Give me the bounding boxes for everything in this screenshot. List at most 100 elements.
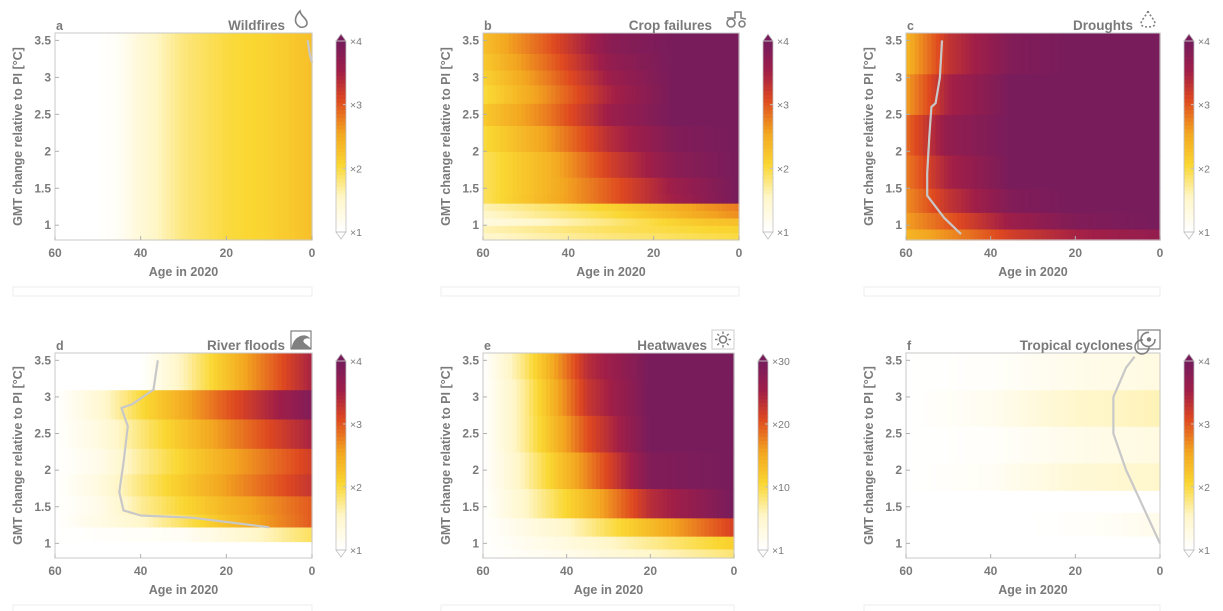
heatmap-cell [256,418,262,449]
colorbar-segment [763,79,773,84]
heatmap-cell [641,548,647,559]
heatmap-cell [525,53,531,71]
heatmap-cell [591,451,597,490]
heatmap-cell [93,495,99,515]
heatmap-cell [500,33,505,54]
heatmap-cell [204,541,210,559]
heatmap-cell [277,418,283,449]
heatmap-cell [636,69,642,86]
heatmap-cell [931,389,937,427]
panel-letter: f [907,339,912,353]
heatmap-cell [649,53,655,71]
heatmap-cell [157,353,163,391]
heatmap-cell [636,84,642,104]
heatmap-cell [628,103,633,127]
heatmap-cell [102,495,107,515]
heatmap-cell [587,548,593,559]
x-tick-label: 40 [984,564,998,578]
heatmap-cell [575,378,580,416]
heatmap-cell [303,418,309,449]
heatmap-cell [670,203,676,212]
heatmap-cell [579,517,584,537]
heatmap-cell [196,526,202,543]
heatmap-cell [549,378,555,416]
heatmap-cell [675,69,680,86]
heatmap-cell [303,473,309,497]
heatmap-cell [721,151,727,178]
heatmap-cell [1079,73,1085,115]
heatmap-cell [127,33,133,241]
heatmap-cell [55,514,60,528]
heatmap-cell [520,353,526,380]
heatmap-cell [1130,490,1136,513]
colorbar-segment [1184,170,1194,176]
heatmap-cell [76,526,82,543]
heatmap-cell [717,225,723,234]
colorbar-segment [336,470,346,475]
heatmap-cell [734,103,740,127]
heatmap-cell [948,353,954,391]
heatmap-cell [602,84,608,104]
heatmap-cell [612,451,618,490]
heatmap-cell [1104,490,1110,513]
heatmap-cell [1104,512,1110,537]
heatmap-cell [555,217,561,226]
colorbar-segment [1184,402,1194,407]
heatmap-cell [1096,188,1102,213]
heatmap-cell [508,548,513,559]
heatmap-cell [1011,154,1017,189]
heatmap-cell [1147,490,1153,513]
heatmap-cell [209,33,215,241]
heatmap-cell [709,33,714,54]
heatmap-cell [84,418,90,449]
heatmap-cell [299,353,305,391]
heatmap-cell [704,33,710,54]
heatmap-cell [704,125,710,152]
colorbar-segment [1184,71,1194,76]
heatmap-cell [491,69,497,86]
heatmap-cell [1041,154,1047,189]
heatmap-cell [649,177,655,195]
colorbar-segment [763,86,773,92]
heatmap-cell [1147,462,1153,491]
heatmap-cell [1028,188,1034,213]
heatmap-cell [247,353,253,391]
heatmap-cell [132,473,137,497]
heatmap-cell [581,232,586,241]
heatmap-cell [591,517,597,537]
heatmap-cell [1049,462,1055,491]
heatmap-cell [234,495,240,515]
heatmap-cell [303,33,309,241]
heatmap-cell [999,490,1004,513]
heatmap-cell [994,490,1000,513]
heatmap-cell [1104,33,1110,75]
heatmap-cell [602,232,608,241]
heatmap-cell [922,154,928,189]
heatmap-cell [72,33,78,241]
heatmap-cell [1138,462,1144,491]
heatmap-cell [730,33,736,54]
colorbar-segment [763,159,773,164]
heatmap-cell [726,125,732,152]
heatmap-cell [1003,212,1009,230]
colorbar-segment [758,417,768,423]
heatmap-cell [1075,490,1081,513]
heatmap-cell [230,448,236,475]
heatmap-cell [558,488,564,519]
heatmap-cell [110,473,116,497]
heatmap-cell [264,418,270,449]
heatmap-cell [84,389,90,420]
heatmap-cell [559,103,565,127]
heatmap-cell [84,495,90,515]
heatmap-cell [704,177,710,195]
heatmap-cell [944,462,949,491]
heatmap-cell [213,448,219,475]
heatmap-cell [174,448,180,475]
heatmap-cell [641,488,647,519]
heatmap-cell [140,473,146,497]
heatmap-cell [616,415,622,453]
heatmap-cell [700,84,706,104]
heatmap-cell [183,448,189,475]
heatmap-cell [1054,114,1059,156]
heatmap-cell [542,203,548,212]
